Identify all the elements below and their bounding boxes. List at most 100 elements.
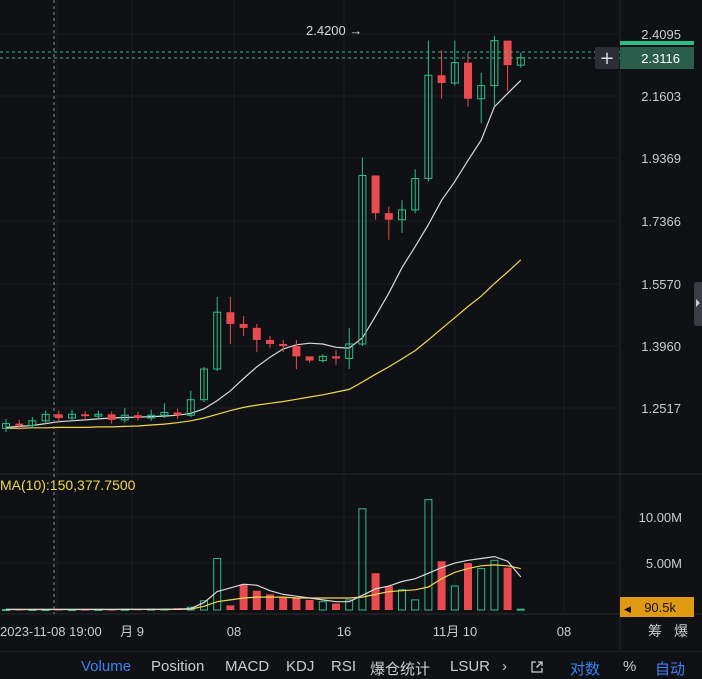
candle [134, 411, 142, 421]
ma-fast-line [5, 79, 522, 428]
volume-bar [371, 573, 380, 610]
candle-body [68, 413, 76, 419]
volume-bar [332, 603, 340, 610]
candle-body [54, 414, 63, 418]
candle-body [160, 411, 169, 416]
ma-slow-line [6, 259, 522, 429]
candle-body [477, 85, 486, 100]
price-axis-label: 1.7366 [641, 214, 681, 229]
tab-kdj[interactable]: KDJ [286, 658, 315, 675]
candle [464, 52, 472, 107]
candlestick-chart[interactable]: MA(10):150,377.7500 2.4200 → 2.3116 +90.5k ◀… [0, 0, 702, 650]
volume-bar [292, 598, 301, 610]
candle-body [503, 40, 512, 66]
candle-body [81, 414, 90, 417]
price-axis-label: 1.5570 [641, 277, 681, 292]
price-axis-label: 2.4095 [641, 27, 681, 42]
time-axis-label: 08 [227, 624, 241, 639]
candle [318, 354, 327, 363]
time-axis-right-label: 筹 [648, 623, 662, 640]
candle [147, 409, 156, 421]
candle [160, 403, 169, 418]
tab-rsi[interactable]: RSI [331, 658, 357, 675]
volume-ma-label: MA(10):150,377.7500 [0, 477, 136, 493]
add-order-button [595, 47, 619, 69]
volume-bar [279, 597, 288, 610]
candle [503, 40, 512, 91]
candle [68, 409, 76, 421]
time-axis-label: 11月 10 [433, 624, 478, 639]
volume-bar [305, 599, 314, 610]
candle-body [94, 413, 103, 417]
volume-bar [384, 586, 393, 610]
candle [213, 296, 222, 372]
volume-bar [424, 499, 433, 611]
price-axis-accent [620, 41, 694, 45]
candle-body [15, 423, 24, 426]
candle [266, 335, 274, 349]
candle-body [213, 311, 222, 370]
time-axis-right-label: 爆 [674, 624, 688, 640]
price-axis-label: 1.9369 [641, 151, 681, 166]
candle-body [437, 75, 446, 83]
tab-volume[interactable]: Volume [81, 658, 132, 675]
candle [450, 40, 459, 86]
tab-position[interactable]: Position [151, 658, 205, 675]
volume-badge-marker-icon: ◀ [624, 605, 631, 615]
volume-bar [358, 508, 367, 611]
log-scale-toggle[interactable]: 对数 [570, 661, 601, 678]
candle-body [318, 355, 327, 362]
candle-body [358, 174, 367, 345]
time-axis-label: 月 9 [120, 624, 144, 639]
percent-scale-toggle[interactable]: % [623, 658, 637, 675]
volume-bar [450, 585, 459, 611]
volume-bar [318, 601, 327, 611]
candle [2, 418, 10, 433]
current-volume-badge [620, 597, 694, 617]
candle-body [226, 312, 235, 324]
candle-body [186, 399, 195, 416]
candle [371, 175, 380, 220]
price-axis-label: 1.2517 [641, 401, 681, 416]
current-volume-value: 90.5k [644, 600, 676, 615]
candle [15, 419, 24, 430]
candle-body [424, 74, 433, 180]
candle [107, 411, 116, 424]
tab-liquidation-stats[interactable]: 爆仓统计 [370, 661, 431, 678]
auto-scale-toggle[interactable]: 自动 [655, 661, 686, 678]
candle [398, 200, 406, 233]
candle-body [120, 414, 129, 421]
volume-bar [437, 561, 446, 610]
volume-bar [398, 589, 406, 611]
volume-bar [239, 584, 248, 610]
volume-bar [411, 599, 420, 611]
tab-macd[interactable]: MACD [225, 658, 270, 675]
volume-bar [490, 559, 499, 611]
external-link-icon[interactable] [530, 660, 544, 674]
candle-body [107, 414, 116, 420]
candle-body [173, 412, 182, 416]
side-panel-toggle[interactable] [694, 282, 702, 326]
price-axis-label: 1.3960 [641, 339, 681, 354]
volume-bar [213, 557, 222, 611]
indicator-tab-bar: Volume Position MACD KDJ RSI 爆仓统计 LSUR ›… [0, 651, 702, 679]
candle [411, 169, 420, 214]
candle [200, 366, 208, 402]
candle-body [464, 62, 472, 99]
time-axis-label: 16 [337, 624, 351, 639]
candle-body [305, 356, 314, 361]
candle-body [2, 423, 10, 429]
candle-body [516, 57, 525, 66]
candle [490, 35, 499, 107]
volume-ma-fast-line [6, 555, 522, 611]
candle [437, 50, 446, 99]
candle-body [252, 327, 261, 340]
tabs-more-chevron-icon[interactable]: › [502, 658, 507, 675]
candle [358, 157, 367, 347]
candle [305, 356, 314, 363]
tab-lsur[interactable]: LSUR [450, 658, 491, 675]
high-price-marker: 2.4200 → [306, 23, 362, 38]
current-price-badge [620, 47, 694, 69]
volume-bar [345, 599, 354, 611]
candle [345, 327, 354, 370]
